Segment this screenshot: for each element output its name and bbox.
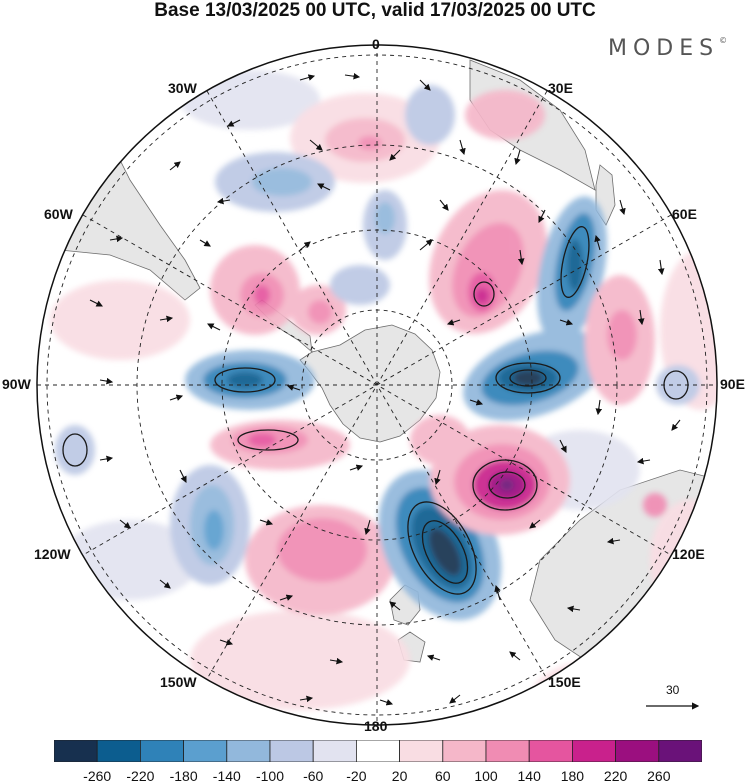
lon-label-60w: 60W [44, 206, 73, 222]
colorbar-tick-label: -220 [126, 768, 155, 784]
lon-label-120w: 120W [34, 546, 71, 562]
colorbar-swatch [572, 740, 617, 762]
colorbar-swatch [658, 740, 702, 762]
colorbar-swatch [615, 740, 660, 762]
modes-logo: MODES© [608, 36, 727, 61]
colorbar-tick-label: -100 [255, 768, 285, 784]
map-boundary [36, 44, 718, 726]
lon-label-150w: 150W [160, 674, 197, 690]
lon-label-90w: 90W [2, 376, 31, 392]
logo-copyright-mark: © [719, 36, 728, 45]
colorbar-swatch [96, 740, 141, 762]
colorbar-swatch [485, 740, 530, 762]
map-title: Base 13/03/2025 00 UTC, valid 17/03/2025… [154, 0, 596, 21]
colorbar-tick-label: 140 [517, 768, 541, 784]
colorbar-swatch [312, 740, 357, 762]
logo-text: MODES [608, 36, 720, 61]
colorbar-tick-label: 180 [560, 768, 585, 784]
lon-label-0: 0 [372, 36, 380, 52]
lon-label-60e: 60E [672, 206, 697, 222]
colorbar-tick-label: 100 [474, 768, 498, 784]
colorbar-swatch [183, 740, 228, 762]
colorbar-tick-label: -140 [212, 768, 241, 784]
colorbar-tick-label: 220 [603, 768, 628, 784]
colorbar-tick-label: -20 [346, 768, 367, 784]
wind-vectors [89, 72, 681, 706]
colorbar-swatch [399, 740, 444, 762]
colorbar-swatch [442, 740, 487, 762]
lon-label-120e: 120E [672, 546, 705, 562]
colorbar-tick-label: -60 [303, 768, 324, 784]
lon-label-30w: 30W [168, 80, 197, 96]
graticule [37, 45, 717, 725]
colorbar-swatch [355, 740, 400, 762]
lon-label-180: 180 [364, 718, 388, 734]
colorbar-swatch [140, 740, 185, 762]
colorbar-swatch [226, 740, 271, 762]
colorbar-tick-label: -260 [83, 768, 112, 784]
colorbar-tick-label: 60 [435, 768, 451, 784]
colorbar-swatch [269, 740, 314, 762]
colorbar-swatch [54, 740, 98, 762]
reference-vector-value: 30 [666, 683, 680, 697]
colorbar-tick-label: -180 [169, 768, 198, 784]
lon-label-30e: 30E [548, 80, 573, 96]
contour-lines [62, 226, 689, 595]
lon-label-150e: 150E [548, 674, 581, 690]
colorbar-tick-label: 20 [391, 768, 408, 784]
colorbar-tick-label: 260 [647, 768, 671, 784]
colorbar-swatch [528, 740, 573, 762]
colorbar [54, 740, 702, 762]
lon-label-90e: 90E [720, 376, 745, 392]
